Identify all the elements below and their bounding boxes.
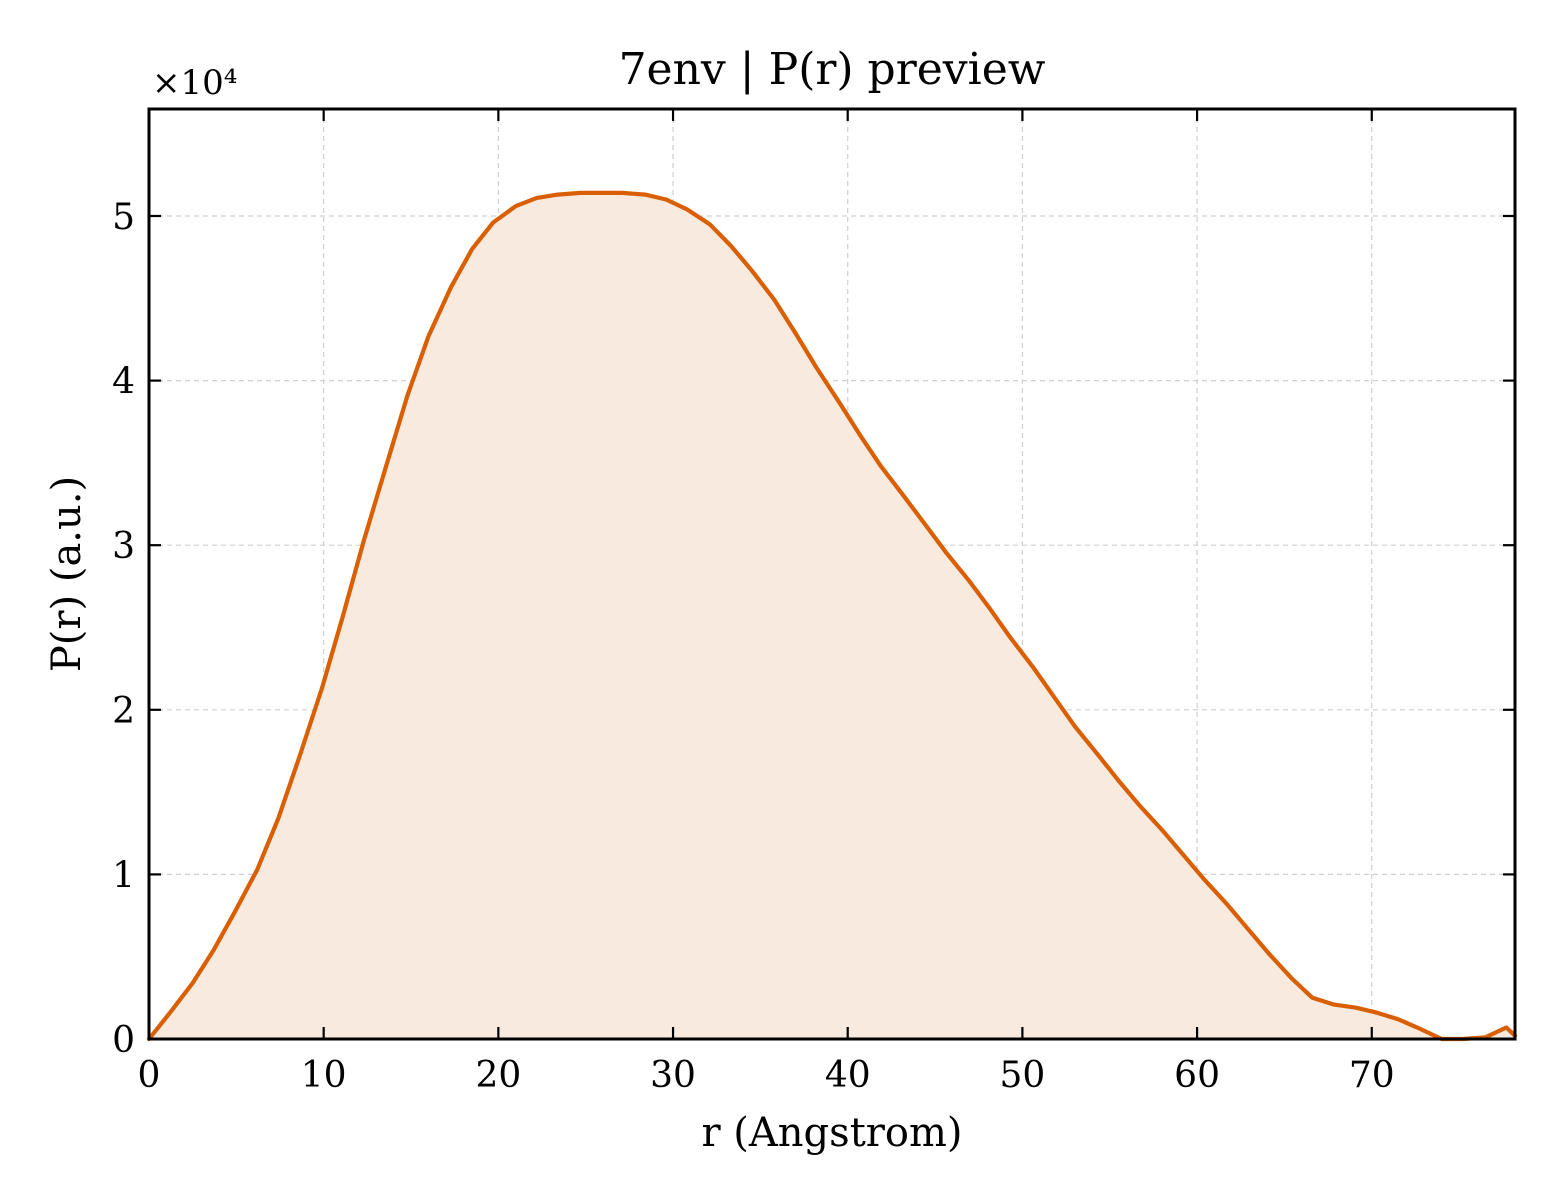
- x-tick-label: 40: [825, 1055, 871, 1096]
- y-scale-note: ×10⁴: [152, 63, 237, 103]
- chart-title: 7env | P(r) preview: [619, 44, 1046, 95]
- x-tick-label: 70: [1349, 1055, 1395, 1096]
- x-tick-label: 30: [650, 1055, 696, 1096]
- series-line: [146, 190, 1518, 1042]
- y-tick-label: 2: [112, 691, 135, 732]
- x-tick-label: 50: [999, 1055, 1045, 1096]
- y-tick-label: 0: [112, 1020, 135, 1061]
- x-tick-label: 20: [475, 1055, 521, 1096]
- x-tick-label: 10: [301, 1055, 347, 1096]
- y-axis-title: P(r) (a.u.): [44, 476, 90, 672]
- x-tick-label: 0: [138, 1055, 161, 1096]
- plot-frame: [147, 107, 1517, 1041]
- y-tick-label: 5: [112, 197, 135, 238]
- ticks: 0 10 20 30 40 50 60 70 0 1 2 3 4 5: [112, 109, 1515, 1096]
- y-tick-label: 4: [112, 362, 135, 403]
- y-tick-label: 3: [112, 526, 135, 567]
- y-tick-label: 1: [112, 855, 135, 896]
- x-tick-label: 60: [1174, 1055, 1220, 1096]
- x-axis-title: r (Angstrom): [701, 1110, 962, 1156]
- area-fill: [149, 192, 1515, 1039]
